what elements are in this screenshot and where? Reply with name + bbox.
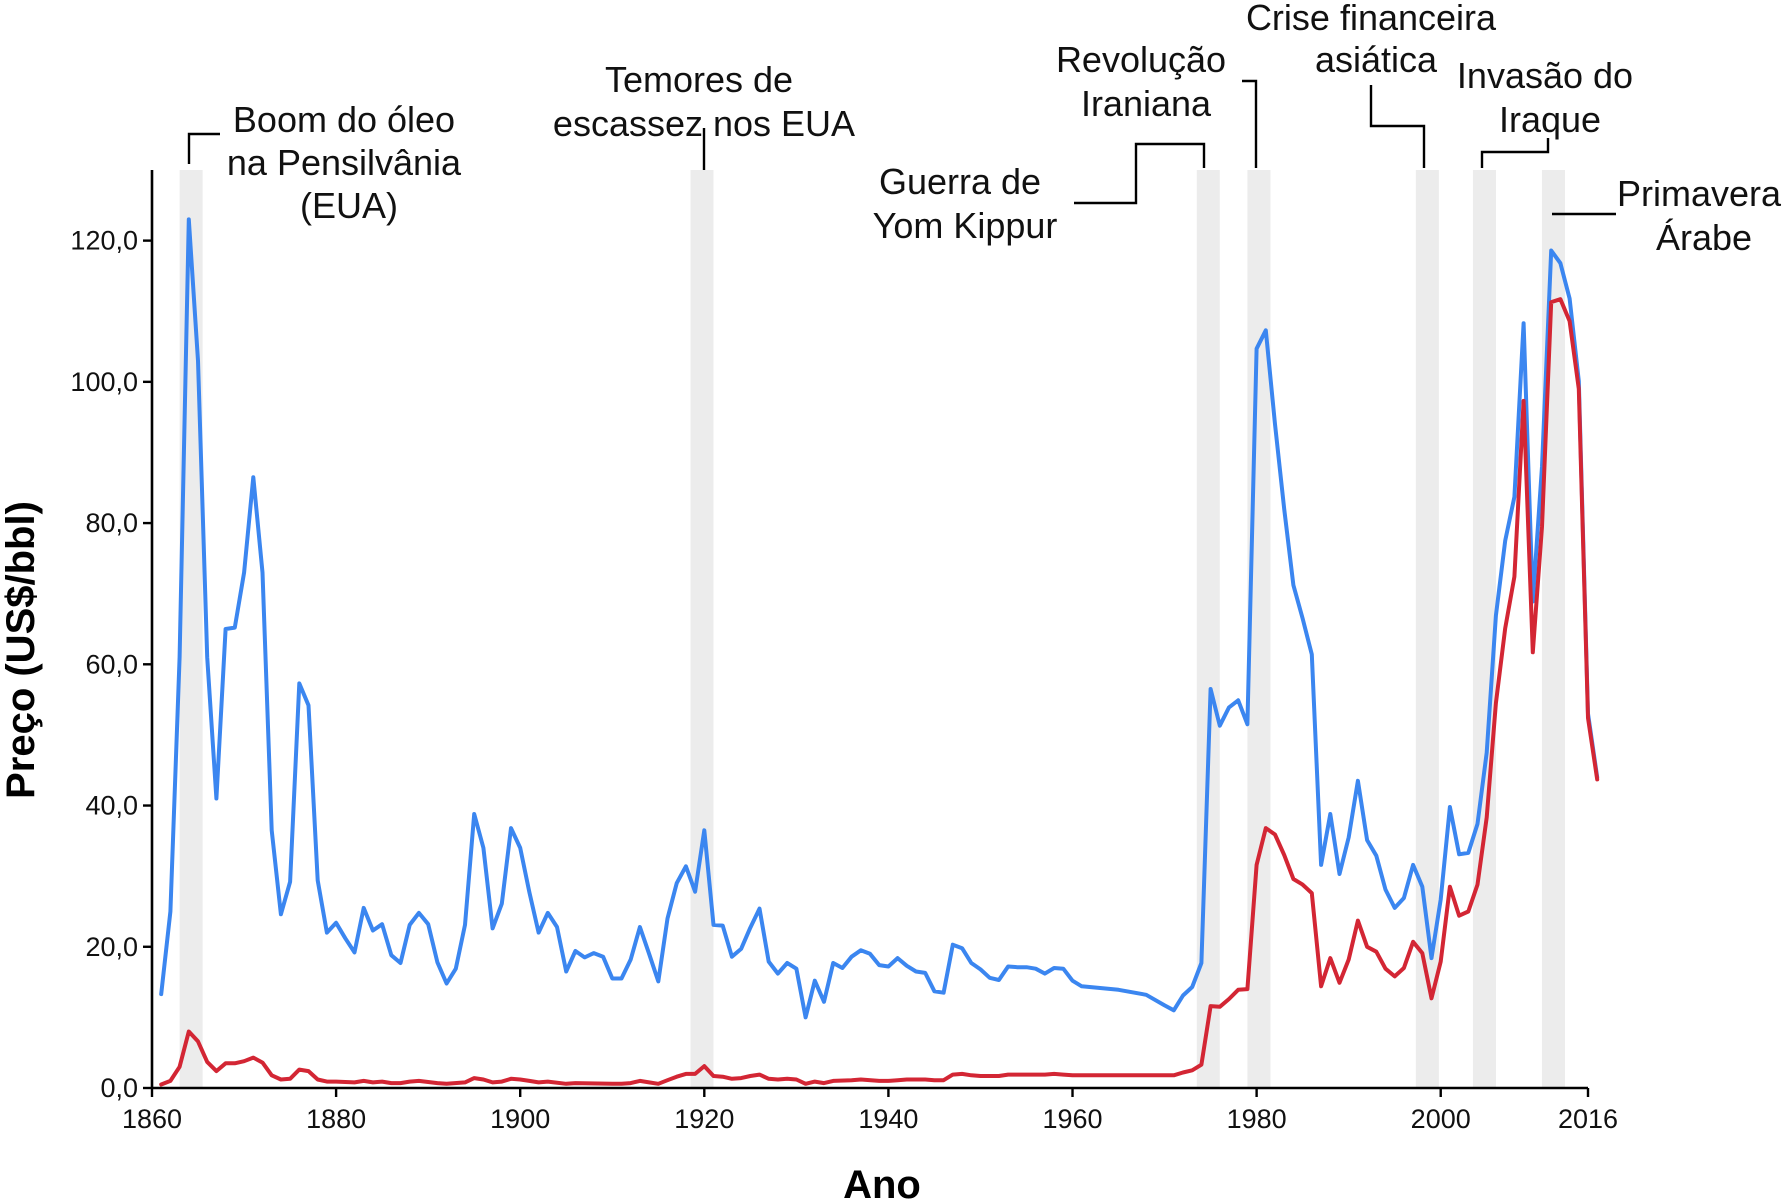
y-ticks: 0,0 20,0 40,0 60,0 80,0 100,0 120,0 [70, 226, 152, 1103]
y-tick-label-100: 100,0 [70, 367, 138, 397]
annotation-leader-asian-crisis [1369, 85, 1426, 168]
annotation-leader-iraq-invasion [1480, 138, 1550, 168]
annotation-us-shortage: Temores de escassez nos EUA [553, 59, 855, 144]
y-tick-label-0: 0,0 [100, 1073, 138, 1103]
highlight-band-3 [1247, 170, 1271, 1088]
x-tick-label-2016: 2016 [1558, 1104, 1618, 1134]
highlight-band-5 [1472, 170, 1496, 1088]
annotation-arab-spring: Primavera Árabe [1617, 173, 1791, 258]
y-tick-label-60: 60,0 [85, 649, 138, 679]
series-line-0 [159, 217, 1600, 1020]
highlight-band-6 [1541, 170, 1565, 1088]
x-ticks: 1860 1880 1900 1920 1940 1960 1980 2000 2016 [122, 1088, 1618, 1134]
x-tick-label-1860: 1860 [122, 1104, 182, 1134]
y-tick-label-20: 20,0 [85, 932, 138, 962]
highlight-band-1 [690, 170, 714, 1088]
x-tick-label-1880: 1880 [306, 1104, 366, 1134]
annotation-leaders [187, 79, 1616, 216]
highlight-band-4 [1415, 170, 1439, 1088]
event-annotations: Boom do óleo na Pensilvânia (EUA) Temore… [227, 0, 1791, 258]
x-axis-title: Ano [843, 1163, 921, 1201]
y-axis-title: Preço (US$/bbl) [0, 501, 43, 799]
y-tick-label-120: 120,0 [70, 226, 138, 256]
y-tick-label-40: 40,0 [85, 791, 138, 821]
annotation-asian-crisis: Crise financeira asiática [1246, 0, 1506, 80]
x-tick-label-1960: 1960 [1042, 1104, 1102, 1134]
highlight-band-2 [1196, 170, 1220, 1088]
annotation-leader-oil-boom [187, 132, 220, 164]
series-lines [159, 217, 1600, 1087]
highlight-band-0 [179, 170, 203, 1088]
annotation-oil-boom: Boom do óleo na Pensilvânia (EUA) [227, 99, 471, 226]
y-tick-label-80: 80,0 [85, 508, 138, 538]
x-tick-label-1980: 1980 [1227, 1104, 1287, 1134]
x-tick-label-2000: 2000 [1411, 1104, 1471, 1134]
annotation-leader-iranian-revolution [1242, 79, 1258, 168]
annotation-leader-yom-kippur [1074, 142, 1206, 205]
annotation-yom-kippur: Guerra de Yom Kippur [873, 161, 1058, 246]
series-line-1 [159, 297, 1600, 1087]
axes [150, 170, 1588, 1090]
annotation-iraq-invasion: Invasão do Iraque [1457, 55, 1643, 140]
highlight-bands [179, 170, 1565, 1088]
x-tick-label-1920: 1920 [674, 1104, 734, 1134]
x-tick-label-1900: 1900 [490, 1104, 550, 1134]
x-tick-label-1940: 1940 [858, 1104, 918, 1134]
annotation-iranian-revolution: Revolução Iraniana [1056, 39, 1236, 124]
